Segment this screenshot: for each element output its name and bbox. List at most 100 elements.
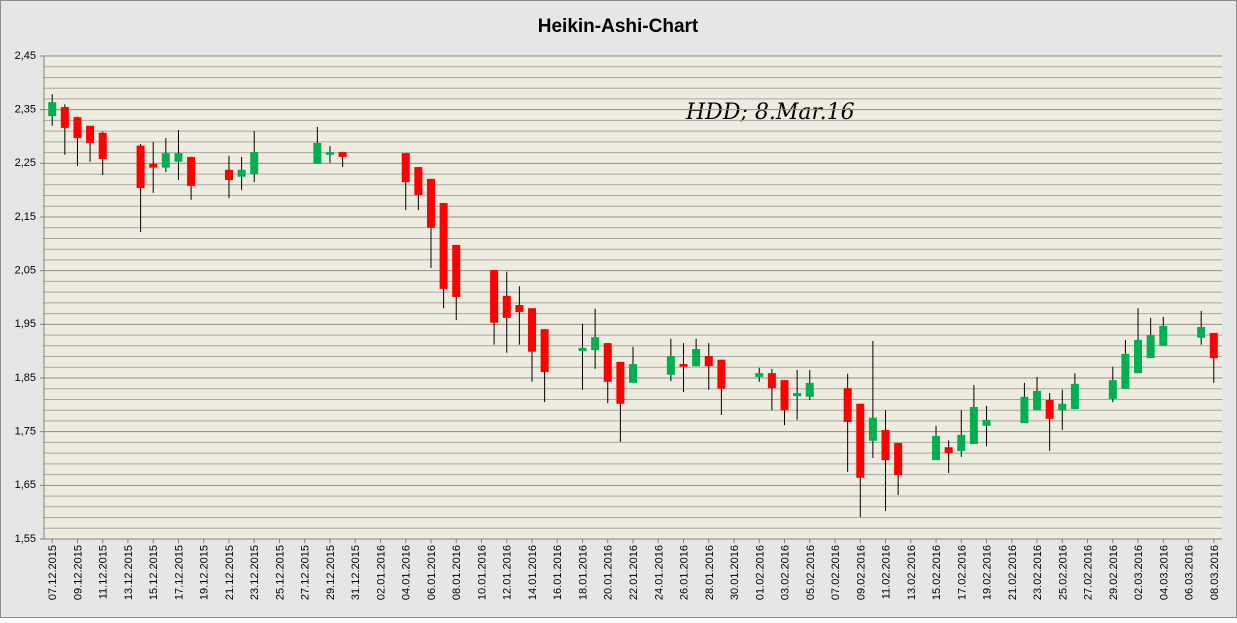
x-tick-label: 22.01.2016 [628, 545, 640, 600]
y-tick-label: 2,05 [15, 265, 36, 277]
candle-body [401, 153, 410, 183]
y-tick-label: 1,65 [15, 479, 36, 491]
candle-body [426, 178, 435, 228]
x-tick-label: 11.02.2016 [881, 545, 893, 599]
x-tick-label: 15.12.2015 [148, 545, 160, 600]
x-tick-label: 26.01.2016 [679, 545, 691, 600]
x-tick-label: 17.02.2016 [956, 545, 968, 600]
candle-body [1197, 327, 1206, 338]
x-tick-label: 20.01.2016 [603, 545, 615, 600]
candle-body [414, 167, 423, 195]
x-tick-label: 29.12.2015 [325, 545, 337, 600]
candle-body [1134, 339, 1143, 374]
candle-body [603, 343, 612, 382]
candle-body [793, 393, 802, 397]
plot-area [44, 56, 1222, 539]
candle-body [149, 163, 158, 168]
candle-body [932, 435, 941, 461]
x-tick-label: 02.03.2016 [1133, 545, 1145, 600]
candle-body [704, 355, 713, 367]
chart-title: Heikin-Ashi-Chart [538, 16, 699, 37]
x-tick-label: 27.02.2016 [1083, 545, 1095, 600]
x-tick-label: 13.02.2016 [906, 545, 918, 600]
candle-body [490, 270, 499, 323]
candle-body [856, 403, 865, 478]
candle-body [515, 305, 524, 312]
candle-body [250, 152, 259, 175]
x-tick-label: 12.01.2016 [502, 545, 514, 600]
candle-body [452, 244, 461, 297]
y-tick-label: 2,35 [15, 104, 36, 116]
x-tick-label: 13.12.2015 [123, 545, 135, 600]
candle-body [161, 153, 170, 168]
candle-body [1121, 353, 1130, 389]
candle-body [136, 145, 145, 189]
x-tick-label: 23.02.2016 [1032, 545, 1044, 600]
x-tick-label: 24.01.2016 [653, 545, 665, 600]
x-tick-label: 21.02.2016 [1007, 545, 1019, 600]
x-tick-label: 08.03.2016 [1209, 545, 1221, 600]
candle-body [1146, 335, 1155, 359]
x-tick-label: 15.02.2016 [931, 545, 943, 600]
x-tick-label: 11.12.2015 [98, 545, 110, 599]
y-tick-label: 1,95 [15, 318, 36, 330]
x-tick-label: 25.12.2015 [274, 545, 286, 600]
candle-body [313, 142, 322, 164]
x-tick-label: 03.02.2016 [780, 545, 792, 600]
candle-body [439, 203, 448, 289]
candle-body [692, 349, 701, 367]
x-tick-label: 09.02.2016 [855, 545, 867, 600]
x-tick-label: 27.12.2015 [300, 545, 312, 600]
candle-body [805, 382, 814, 397]
candle-body [666, 355, 675, 375]
x-tick-label: 18.01.2016 [577, 545, 589, 600]
candle-body [1209, 332, 1218, 359]
x-tick-label: 02.01.2016 [375, 545, 387, 600]
y-tick-label: 1,55 [15, 533, 36, 545]
candle-body [679, 364, 688, 367]
candle-body [1033, 390, 1042, 411]
candle-body [982, 419, 991, 426]
annotation: HDD; 8.Mar.16 [685, 100, 855, 125]
candle-body [578, 347, 587, 352]
candle-body [73, 117, 82, 139]
candle-body [767, 373, 776, 389]
x-tick-label: 04.01.2016 [401, 545, 413, 600]
x-tick-label: 06.03.2016 [1184, 545, 1196, 600]
x-tick-label: 19.12.2015 [199, 545, 211, 600]
candle-body [237, 169, 246, 177]
candle-body [174, 153, 183, 162]
x-tick-label: 04.03.2016 [1158, 545, 1170, 600]
candle-body [868, 417, 877, 441]
x-tick-label: 30.01.2016 [729, 545, 741, 600]
candle-body [717, 359, 726, 389]
candle-body [894, 442, 903, 476]
candle-body [780, 380, 789, 411]
candle-body [591, 337, 600, 351]
y-tick-label: 2,25 [15, 157, 36, 169]
candle-body [969, 406, 978, 445]
candle-body [60, 106, 69, 128]
x-tick-label: 23.12.2015 [249, 545, 261, 600]
candle-body [98, 132, 107, 160]
x-tick-label: 16.01.2016 [552, 545, 564, 600]
candle-body [881, 430, 890, 461]
candle-body [86, 125, 95, 143]
x-tick-label: 17.12.2015 [173, 545, 185, 600]
y-tick-label: 1,75 [15, 426, 36, 438]
x-tick-label: 31.12.2015 [350, 545, 362, 600]
candle-body [48, 102, 57, 117]
x-tick-label: 01.02.2016 [754, 545, 766, 600]
candle-body [1159, 325, 1168, 346]
candle-body [224, 169, 233, 180]
candle-body [325, 152, 334, 155]
y-tick-label: 1,85 [15, 372, 36, 384]
candle-body [1070, 383, 1079, 410]
candle-body [1045, 400, 1054, 419]
y-tick-label: 2,45 [15, 50, 36, 62]
candle-body [338, 152, 347, 157]
candle-body [629, 364, 637, 383]
candle-body [1108, 380, 1117, 399]
x-tick-label: 08.01.2016 [451, 545, 463, 600]
x-tick-label: 09.12.2015 [72, 545, 84, 600]
